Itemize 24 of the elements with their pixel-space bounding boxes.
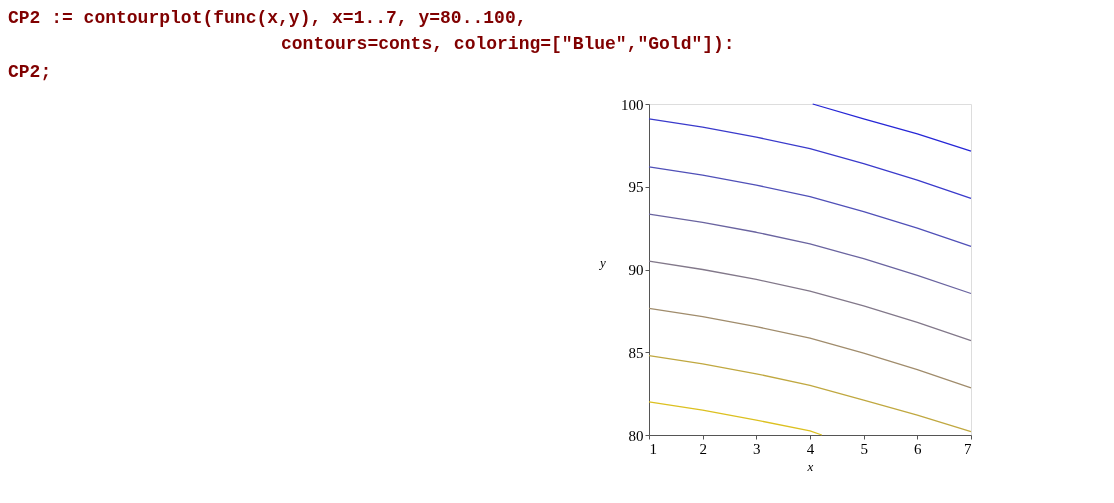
line-series <box>648 213 972 295</box>
line-series <box>648 401 823 436</box>
x-axis-title: x <box>806 458 814 474</box>
line-series <box>648 260 972 342</box>
y-tick-label: 95 <box>628 179 644 196</box>
line-series <box>648 307 972 389</box>
x-tick-label: 4 <box>806 440 815 457</box>
x-tick-label: 5 <box>860 440 868 457</box>
y-tick-label: 100 <box>621 96 644 113</box>
y-tick-label: 85 <box>628 344 644 361</box>
y-tick-label: 80 <box>628 427 644 444</box>
y-axis-title: y <box>598 255 607 270</box>
line-series <box>648 166 972 247</box>
line-series <box>812 103 972 152</box>
y-tick-label: 90 <box>628 262 644 278</box>
text: contours=conts, coloring=["Blue","Gold"]): <box>281 34 735 54</box>
x-tick-label: 7 <box>964 440 972 457</box>
x-tick-label: 1 <box>649 440 657 457</box>
x-tick-label: 6 <box>914 440 923 457</box>
x-tick-label: 3 <box>753 440 761 457</box>
x-tick-label: 2 <box>699 440 707 457</box>
text: CP2; <box>8 62 52 82</box>
line-series <box>648 118 972 199</box>
text: CP2 := contourplot(func(x,y), x=1..7, y=80..100, <box>8 8 527 28</box>
